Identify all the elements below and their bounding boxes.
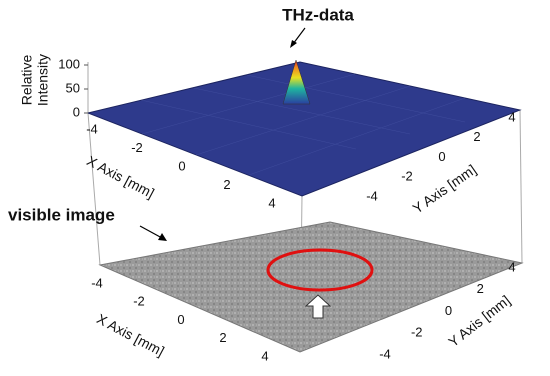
tick-label: 0 xyxy=(445,303,452,318)
annotation-arrow xyxy=(139,225,163,239)
visible-image xyxy=(98,221,524,353)
tick-label: -4 xyxy=(91,275,103,290)
tick-label: -2 xyxy=(133,294,145,309)
highlight-circle xyxy=(266,248,374,292)
y-axis-label: Y Axis [mm] xyxy=(445,292,513,350)
tick-label: -4 xyxy=(86,121,98,136)
x-axis-label: X Axis [mm] xyxy=(84,152,157,201)
z-label: Intensity xyxy=(35,54,51,106)
z-tick-label: 0 xyxy=(73,104,80,119)
y-axis-label: Y Axis [mm] xyxy=(409,161,479,216)
annotation-arrow xyxy=(292,27,306,45)
annotation: visible image xyxy=(8,205,115,224)
z-tick-label: 50 xyxy=(66,80,80,95)
tick-label: -4 xyxy=(366,188,378,203)
z-tick-label: 100 xyxy=(58,56,80,71)
tick-label: 0 xyxy=(438,149,445,164)
tick-label: -2 xyxy=(131,140,143,155)
pointer-arrow xyxy=(304,294,332,319)
tick-label: 0 xyxy=(178,158,185,173)
z-label: Relative xyxy=(19,55,35,106)
annotation-arrow-head xyxy=(158,233,167,241)
tick-label: -4 xyxy=(379,346,391,361)
tick-label: 0 xyxy=(177,312,184,327)
x-axis-label: X Axis [mm] xyxy=(94,310,167,359)
tick-label: -2 xyxy=(401,169,413,184)
tick-label: 4 xyxy=(508,259,515,274)
thz-surface xyxy=(86,61,522,197)
tick-label: 4 xyxy=(268,195,275,210)
tick-label: 4 xyxy=(508,109,515,124)
tick-label: 2 xyxy=(223,177,230,192)
annotation-arrow-head xyxy=(290,40,297,48)
tick-label: -2 xyxy=(411,325,423,340)
surface-mesh xyxy=(140,73,466,176)
thz-peak xyxy=(282,59,311,105)
tick-label: 2 xyxy=(219,330,226,345)
tick-label: 2 xyxy=(477,281,484,296)
tick-label: 2 xyxy=(473,129,480,144)
annotation: THz-data xyxy=(282,5,354,24)
tick-label: 4 xyxy=(261,348,268,363)
